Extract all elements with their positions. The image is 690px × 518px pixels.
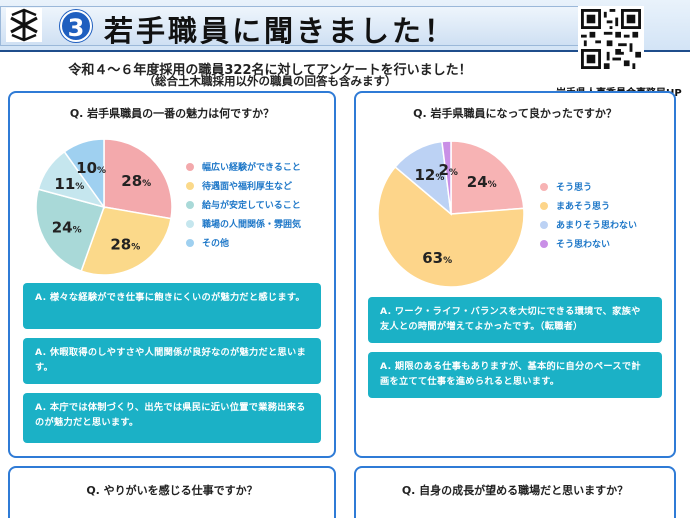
legend-swatch bbox=[186, 181, 194, 190]
legend-swatch bbox=[540, 239, 548, 248]
pie-slice bbox=[450, 140, 525, 215]
legend-item: 待遇面や福利厚生など bbox=[186, 176, 301, 195]
page-title: 若手職員に聞きました！ bbox=[104, 14, 457, 48]
pie-value-label: 28% bbox=[121, 172, 151, 190]
pie-value-label: 12% bbox=[414, 166, 444, 184]
legend-label: まあそう思う bbox=[556, 202, 611, 212]
answer-card: A. 休暇取得のしやすさや人間関係が良好なのが魅力だと思います。 bbox=[23, 338, 321, 384]
legend-swatch bbox=[186, 238, 194, 247]
legend-label: そう思わない bbox=[556, 240, 611, 250]
legend-label: その他 bbox=[202, 239, 230, 249]
legend-swatch bbox=[186, 162, 194, 171]
panel-growth: Q. 自身の成長が望める職場だと思いますか？ bbox=[354, 466, 676, 518]
legend-charm: 幅広い経験ができること 待遇面や福利厚生など 給与が安定していること 職場の人間関係・… bbox=[186, 157, 301, 252]
legend-item: 幅広い経験ができること bbox=[186, 157, 301, 176]
panel-charm: Q. 岩手県職員の一番の魅力は何ですか？ 28% 28% 24% 11% 10% 幅広い… bbox=[8, 91, 336, 458]
pie-value-label: 63% bbox=[422, 249, 452, 267]
pie-value-label: 28% bbox=[110, 235, 140, 253]
panel-question: Q. 岩手県職員になって良かったですか？ bbox=[413, 107, 617, 120]
section-number-badge: 3 bbox=[60, 10, 92, 42]
legend-swatch bbox=[540, 201, 548, 210]
legend-item: あまりそう思わない bbox=[540, 215, 637, 234]
pie-slice bbox=[377, 165, 525, 288]
legend-label: 幅広い経験ができること bbox=[202, 163, 301, 173]
pie-slice bbox=[441, 140, 452, 215]
answer-card: A. 様々な経験ができ仕事に飽きにくいのが魅力だと感じます。 bbox=[23, 283, 321, 329]
legend-label: 待遇面や福利厚生など bbox=[202, 182, 293, 192]
legend-swatch bbox=[540, 220, 548, 229]
legend-swatch bbox=[186, 200, 194, 209]
pie-value-label: 2% bbox=[438, 161, 457, 179]
prefecture-emblem-icon bbox=[6, 8, 42, 42]
panel-question: Q. やりがいを感じる仕事ですか？ bbox=[86, 484, 258, 497]
answer-card: A. 本庁では体制づくり、出先では県民に近い位置で業務出来るのが魅力だと思います… bbox=[23, 393, 321, 443]
legend-swatch bbox=[540, 182, 548, 191]
pie-chart-satisfaction: 24% 63% 12%2% bbox=[377, 140, 525, 288]
answer-card: A. 期限のある仕事もありますが、基本的に自分のペースで計画を立てて仕事を進めら… bbox=[368, 352, 662, 398]
panel-question: Q. 自身の成長が望める職場だと思いますか？ bbox=[401, 484, 629, 497]
panel-question: Q. 岩手県職員の一番の魅力は何ですか？ bbox=[69, 107, 275, 120]
survey-note: （総合土木職採用以外の職員の回答も含みます） bbox=[143, 74, 397, 88]
panel-rewarding: Q. やりがいを感じる仕事ですか？ bbox=[8, 466, 336, 518]
pie-value-label: 11% bbox=[54, 175, 84, 193]
qr-code-icon[interactable] bbox=[578, 6, 644, 72]
legend-item: そう思わない bbox=[540, 234, 637, 253]
legend-label: 給与が安定していること bbox=[202, 201, 301, 211]
legend-item: その他 bbox=[186, 233, 301, 252]
legend-satisfaction: そう思うまあそう思うあまりそう思わない そう思わない bbox=[540, 177, 637, 253]
header-banner: 3 若手職員に聞きました！ bbox=[0, 0, 690, 52]
pie-slice bbox=[63, 138, 105, 210]
pie-slice bbox=[80, 206, 172, 276]
pie-slice bbox=[35, 188, 105, 273]
legend-label: あまりそう思わない bbox=[556, 221, 638, 231]
legend-item: そう思う bbox=[540, 177, 637, 196]
panel-satisfaction: Q. 岩手県職員になって良かったですか？ 24% 63% 12% 2% そう思うまあそ… bbox=[354, 91, 676, 458]
pie-value-label: 24% bbox=[52, 219, 82, 237]
legend-item: まあそう思う bbox=[540, 196, 637, 215]
answer-card: A. ワーク・ライフ・バランスを大切にできる環境で、家族や友人との時間が増えてよ… bbox=[368, 297, 662, 343]
legend-label: 職場の人間関係・雰囲気 bbox=[202, 220, 302, 230]
legend-label: そう思う bbox=[556, 183, 593, 193]
legend-swatch bbox=[186, 219, 194, 228]
pie-value-label: 24% bbox=[467, 173, 497, 191]
legend-item: 職場の人間関係・雰囲気 bbox=[186, 214, 301, 233]
banner-arrow-shape bbox=[0, 6, 620, 46]
pie-slice bbox=[103, 138, 173, 220]
legend-item: 給与が安定していること bbox=[186, 195, 301, 214]
pie-value-label: 10% bbox=[76, 159, 106, 177]
survey-intro: 令和４～６年度採用の職員322名に対してアンケートを行いました！ bbox=[68, 63, 472, 78]
pie-chart-charm: 28% 28% 24% 11%10% bbox=[35, 138, 173, 276]
